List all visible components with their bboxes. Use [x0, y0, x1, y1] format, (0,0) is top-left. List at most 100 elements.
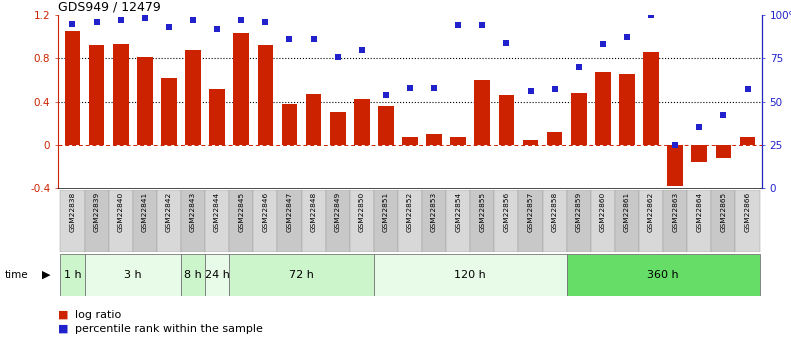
- Bar: [615, 190, 639, 252]
- Point: [235, 18, 248, 23]
- Text: time: time: [4, 270, 28, 280]
- Point: [452, 23, 464, 28]
- Bar: [330, 112, 346, 145]
- Point: [548, 87, 561, 92]
- Bar: [301, 190, 326, 252]
- Text: GSM22838: GSM22838: [70, 192, 75, 232]
- Point: [355, 47, 368, 52]
- Text: GSM22853: GSM22853: [431, 192, 437, 232]
- Text: 120 h: 120 h: [454, 270, 486, 280]
- Text: GSM22846: GSM22846: [263, 192, 268, 232]
- Text: GSM22864: GSM22864: [696, 192, 702, 232]
- Bar: [306, 94, 321, 145]
- Text: 24 h: 24 h: [205, 270, 229, 280]
- Bar: [113, 44, 128, 145]
- Point: [259, 19, 271, 25]
- Bar: [446, 190, 471, 252]
- Bar: [591, 190, 615, 252]
- Text: percentile rank within the sample: percentile rank within the sample: [75, 324, 263, 334]
- Text: GSM22843: GSM22843: [190, 192, 196, 232]
- Text: GSM22854: GSM22854: [455, 192, 461, 232]
- Text: ■: ■: [58, 324, 69, 334]
- Bar: [378, 106, 394, 145]
- Bar: [663, 190, 687, 252]
- Bar: [687, 190, 711, 252]
- Point: [138, 16, 151, 21]
- Bar: [354, 99, 369, 145]
- Bar: [668, 145, 683, 186]
- Bar: [426, 134, 442, 145]
- Bar: [711, 190, 736, 252]
- Point: [380, 92, 392, 97]
- Text: GSM22859: GSM22859: [576, 192, 581, 232]
- Text: GSM22856: GSM22856: [503, 192, 509, 232]
- Point: [741, 87, 754, 92]
- Text: 72 h: 72 h: [289, 270, 314, 280]
- Bar: [229, 190, 253, 252]
- Bar: [595, 72, 611, 145]
- Bar: [350, 190, 374, 252]
- Bar: [547, 132, 562, 145]
- Bar: [422, 190, 446, 252]
- Bar: [716, 145, 731, 158]
- Point: [524, 88, 537, 94]
- Point: [476, 23, 489, 28]
- Bar: [498, 95, 514, 145]
- Bar: [181, 190, 205, 252]
- Bar: [89, 45, 104, 145]
- Point: [596, 42, 609, 47]
- Bar: [181, 254, 205, 296]
- Bar: [374, 190, 398, 252]
- Text: GSM22840: GSM22840: [118, 192, 123, 232]
- Point: [66, 21, 79, 27]
- Bar: [233, 33, 249, 145]
- Bar: [518, 190, 543, 252]
- Bar: [326, 190, 350, 252]
- Bar: [740, 137, 755, 145]
- Point: [187, 18, 199, 23]
- Text: GDS949 / 12479: GDS949 / 12479: [58, 1, 161, 14]
- Text: GSM22858: GSM22858: [551, 192, 558, 232]
- Point: [669, 142, 682, 148]
- Point: [90, 19, 103, 25]
- Point: [115, 18, 127, 23]
- Bar: [566, 254, 759, 296]
- Text: GSM22849: GSM22849: [335, 192, 341, 232]
- Bar: [157, 190, 181, 252]
- Text: GSM22851: GSM22851: [383, 192, 389, 232]
- Bar: [278, 190, 301, 252]
- Bar: [639, 190, 663, 252]
- Bar: [374, 254, 566, 296]
- Bar: [471, 190, 494, 252]
- Text: ▶: ▶: [42, 270, 51, 280]
- Text: GSM22865: GSM22865: [721, 192, 726, 232]
- Bar: [133, 190, 157, 252]
- Point: [693, 125, 706, 130]
- Text: GSM22863: GSM22863: [672, 192, 678, 232]
- Bar: [137, 57, 153, 145]
- Bar: [619, 75, 635, 145]
- Point: [621, 35, 634, 40]
- Bar: [65, 31, 81, 145]
- Bar: [398, 190, 422, 252]
- Point: [428, 85, 441, 90]
- Bar: [205, 254, 229, 296]
- Bar: [736, 190, 759, 252]
- Text: 8 h: 8 h: [184, 270, 202, 280]
- Bar: [523, 140, 539, 145]
- Point: [403, 85, 416, 90]
- Bar: [258, 45, 273, 145]
- Point: [500, 40, 513, 46]
- Bar: [85, 190, 108, 252]
- Bar: [108, 190, 133, 252]
- Text: log ratio: log ratio: [75, 310, 122, 320]
- Point: [283, 37, 296, 42]
- Bar: [60, 254, 85, 296]
- Bar: [229, 254, 374, 296]
- Text: GSM22842: GSM22842: [166, 192, 172, 232]
- Text: 360 h: 360 h: [647, 270, 679, 280]
- Text: GSM22860: GSM22860: [600, 192, 606, 232]
- Bar: [475, 80, 490, 145]
- Text: GSM22845: GSM22845: [238, 192, 244, 232]
- Point: [645, 12, 657, 18]
